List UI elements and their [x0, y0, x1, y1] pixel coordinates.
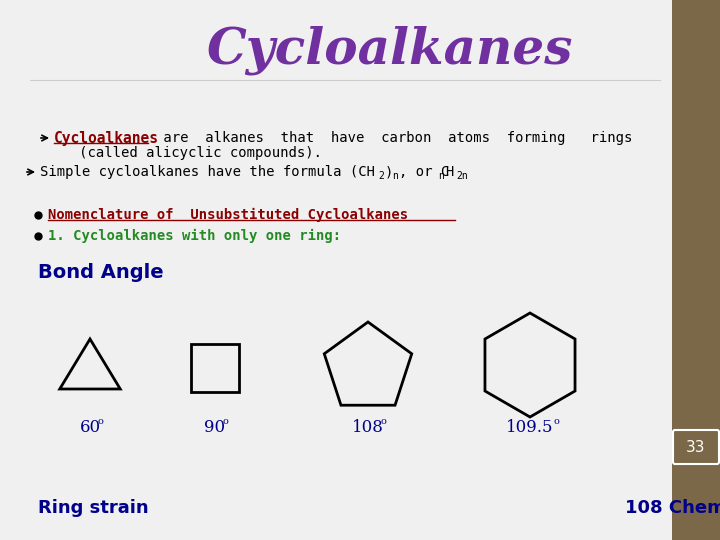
Text: (called alicyclic compounds).: (called alicyclic compounds).	[54, 146, 322, 160]
Text: 108 Chem: 108 Chem	[625, 499, 720, 517]
Text: H: H	[445, 165, 454, 179]
Text: 108: 108	[352, 420, 384, 436]
Text: n: n	[392, 171, 398, 181]
Text: 2n: 2n	[456, 171, 468, 181]
Text: Cycloalkanes: Cycloalkanes	[207, 25, 573, 75]
FancyBboxPatch shape	[672, 0, 720, 540]
Text: Ring strain: Ring strain	[38, 499, 148, 517]
Text: o: o	[553, 417, 559, 427]
Text: Cycloalkanes: Cycloalkanes	[54, 131, 159, 145]
Text: are  alkanes  that  have  carbon  atoms  forming   rings: are alkanes that have carbon atoms formi…	[155, 131, 632, 145]
Text: 60: 60	[79, 420, 101, 436]
Text: ): )	[385, 165, 393, 179]
Bar	[191, 344, 239, 392]
Text: o: o	[381, 417, 387, 427]
Text: 2: 2	[378, 171, 384, 181]
Text: o: o	[222, 417, 228, 427]
Text: n: n	[438, 171, 444, 181]
Text: 33: 33	[686, 440, 706, 455]
Text: Bond Angle: Bond Angle	[38, 262, 163, 281]
Text: o: o	[97, 417, 104, 427]
Text: , or C: , or C	[399, 165, 449, 179]
Text: Simple cycloalkanes have the formula (CH: Simple cycloalkanes have the formula (CH	[40, 165, 375, 179]
Text: 109.5: 109.5	[506, 420, 554, 436]
Text: 90: 90	[204, 420, 225, 436]
Text: Nomenclature of  Unsubstituted Cycloalkanes: Nomenclature of Unsubstituted Cycloalkan…	[48, 208, 408, 222]
Text: 1. Cycloalkanes with only one ring:: 1. Cycloalkanes with only one ring:	[48, 229, 341, 243]
FancyBboxPatch shape	[673, 430, 719, 464]
